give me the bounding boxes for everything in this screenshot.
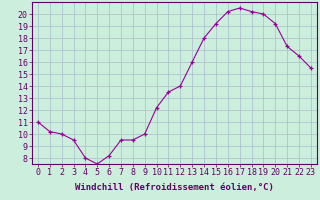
X-axis label: Windchill (Refroidissement éolien,°C): Windchill (Refroidissement éolien,°C) bbox=[75, 183, 274, 192]
